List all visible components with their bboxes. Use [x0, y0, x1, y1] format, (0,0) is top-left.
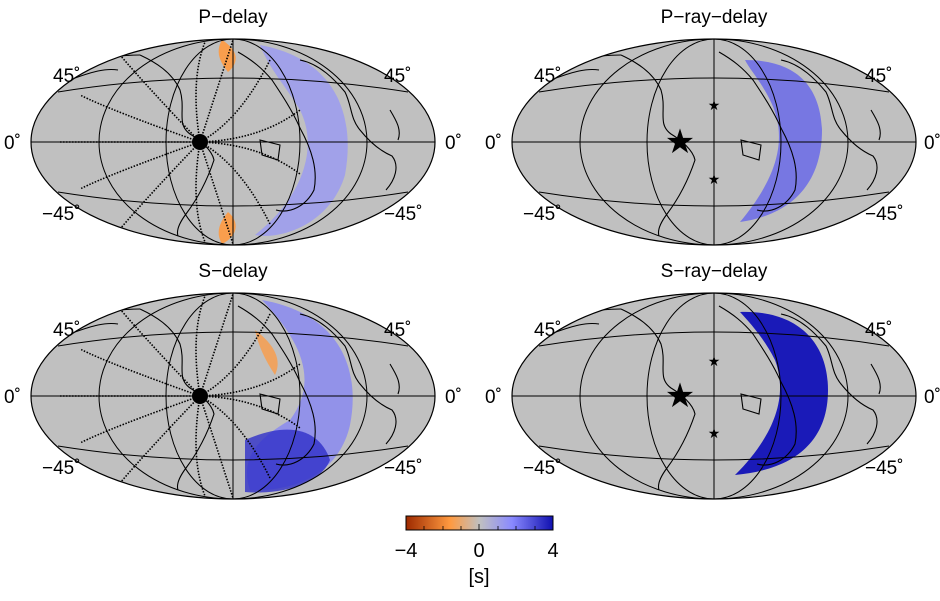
lat-label-0-right: 0˚ [445, 387, 462, 408]
lat-label-45s-right: −45˚ [384, 458, 423, 479]
lat-label-45n-left: 45˚ [53, 66, 80, 87]
positive-delay-region [255, 45, 348, 236]
station-star-icon: ★ [708, 353, 721, 369]
map-outline [511, 292, 917, 500]
colorbar-tick-max: 4 [547, 540, 558, 562]
source-star-large-icon: ★ [665, 123, 695, 161]
panel-s-ray-delay: S−ray−delay ★ ★ ★ [485, 261, 940, 500]
ray-paths [60, 293, 301, 499]
colorbar-tick-mid: 0 [473, 540, 484, 562]
lat-label-45s-left: −45˚ [523, 204, 562, 225]
graticule [512, 293, 916, 499]
negative-delay-region [255, 330, 278, 375]
source-star-large-icon: ★ [665, 377, 695, 415]
colorbar-tick-min: −4 [395, 540, 418, 562]
panel-title: S−delay [198, 261, 268, 282]
lat-label-45n-right: 45˚ [865, 66, 892, 87]
lat-label-45s-right: −45˚ [384, 204, 423, 225]
lat-label-45s-right: −45˚ [865, 204, 904, 225]
lat-label-0-left: 0˚ [485, 387, 502, 408]
panel-p-ray-delay: P−ray−delay ★ ★ ★ [485, 7, 940, 246]
lat-label-45s-left: −45˚ [523, 458, 562, 479]
lat-label-45n-left: 45˚ [534, 320, 561, 341]
coastlines [69, 305, 400, 491]
lat-label-0-right: 0˚ [924, 387, 940, 408]
lat-label-45s-left: −45˚ [42, 458, 81, 479]
map-outline [511, 38, 917, 246]
colorbar-minor-ticks [423, 524, 536, 530]
graticule [512, 39, 916, 245]
positive-delay-region [735, 311, 828, 475]
ray-paths [60, 39, 301, 245]
station-star-icon: ★ [708, 171, 721, 187]
lat-label-0-right: 0˚ [924, 133, 940, 154]
coastlines [550, 51, 881, 237]
lat-label-0-left: 0˚ [4, 387, 21, 408]
coastlines [550, 305, 881, 491]
panel-p-delay: P−delay [4, 7, 462, 246]
lat-label-45n-right: 45˚ [384, 66, 411, 87]
lat-label-45n-right: 45˚ [865, 320, 892, 341]
lat-label-45n-left: 45˚ [53, 320, 80, 341]
colorbar-gradient [405, 515, 554, 531]
colorbar-unit: [s] [468, 566, 489, 588]
lat-label-0-left: 0˚ [485, 133, 502, 154]
panel-title: P−delay [198, 7, 268, 28]
lat-label-45n-right: 45˚ [384, 320, 411, 341]
lat-label-0-right: 0˚ [445, 133, 462, 154]
panel-title: S−ray−delay [661, 261, 768, 282]
lat-label-45s-right: −45˚ [865, 458, 904, 479]
panel-s-delay: S−delay [4, 261, 462, 500]
panel-title: P−ray−delay [661, 7, 768, 28]
lat-label-45s-left: −45˚ [42, 204, 81, 225]
map-outline [30, 38, 436, 246]
station-star-icon: ★ [708, 97, 721, 113]
map-outline [30, 292, 436, 500]
positive-delay-region [245, 429, 330, 493]
lat-label-45n-left: 45˚ [534, 66, 561, 87]
station-star-icon: ★ [708, 425, 721, 441]
lat-label-0-left: 0˚ [4, 133, 21, 154]
colorbar: −4 0 4 [s] [395, 515, 559, 588]
